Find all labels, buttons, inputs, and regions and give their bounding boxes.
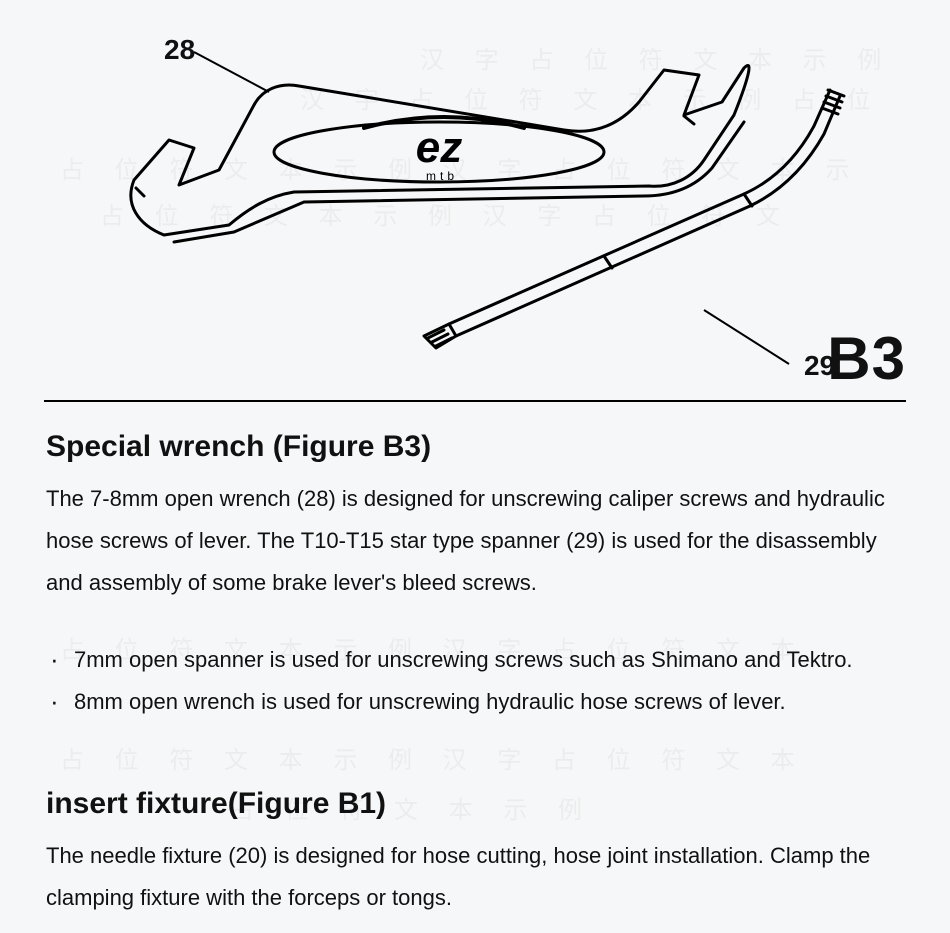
- heading-insert-fixture: insert fixture(Figure B1): [46, 787, 904, 821]
- manual-page: 汉 字 占 位 符 文 本 示 例 汉 字 占 位 符 文 本 示 例 占 位 …: [0, 0, 950, 933]
- brand-sub: mtb: [426, 169, 458, 183]
- brand-logo: ez: [416, 123, 462, 172]
- heading-special-wrench: Special wrench (Figure B3): [46, 430, 904, 464]
- figure-label: B3: [827, 324, 906, 393]
- section-insert-fixture: insert fixture(Figure B1) The needle fix…: [44, 787, 906, 919]
- bullet-item: 7mm open spanner is used for unscrewing …: [46, 639, 904, 681]
- figure-b3: 28 29 B3 ez mtb: [44, 20, 906, 400]
- body-special-wrench: The 7-8mm open wrench (28) is designed f…: [46, 478, 904, 603]
- body-insert-fixture: The needle fixture (20) is designed for …: [46, 835, 904, 919]
- section-special-wrench: Special wrench (Figure B3) The 7-8mm ope…: [44, 430, 906, 723]
- spanner-icon: [424, 90, 844, 348]
- figure-svg: ez mtb: [44, 20, 906, 400]
- ghost-text: 占 位 符 文 本 示 例 汉 字 占 位 符 文 本: [60, 740, 807, 775]
- figure-rule: [44, 400, 906, 402]
- bullet-item: 8mm open wrench is used for unscrewing h…: [46, 681, 904, 723]
- bullet-list: 7mm open spanner is used for unscrewing …: [46, 639, 904, 723]
- callout-28: 28: [164, 34, 195, 66]
